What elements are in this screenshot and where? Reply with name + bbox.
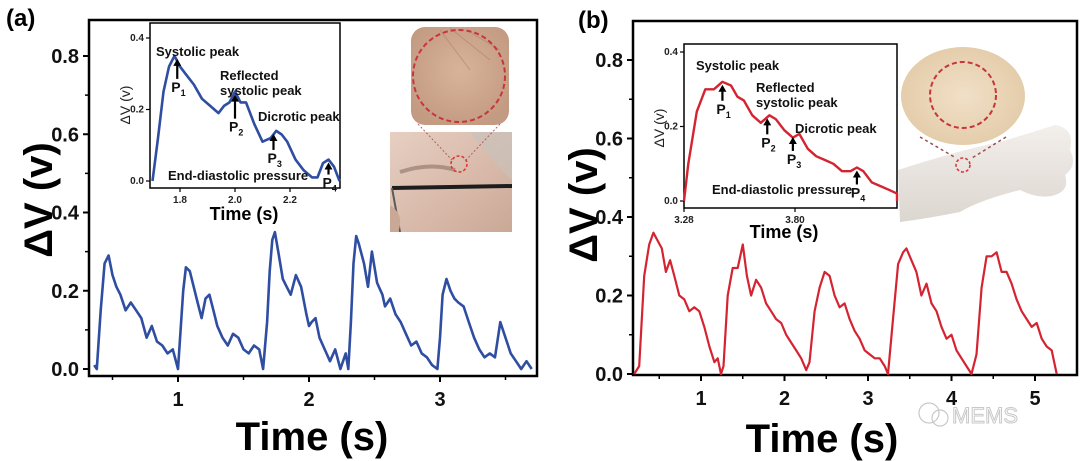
peak-subscript: 2	[238, 128, 243, 138]
sensor-outline-circle	[412, 29, 506, 123]
arrow-head-icon	[718, 84, 727, 92]
peak-subscript: 2	[771, 143, 776, 153]
sensor-location-marker-b	[955, 157, 971, 173]
inset-x-tick-label: 1.8	[173, 195, 187, 206]
arrow-head-icon	[324, 162, 333, 170]
x-tick-label: 5	[1029, 388, 1040, 410]
y-tick-label: 0.2	[595, 286, 623, 308]
peak-subscript: 4	[332, 184, 337, 194]
annotation-label: End-diastolic pressure	[712, 182, 852, 197]
inset-frame-a	[149, 22, 341, 189]
x-tick-label: 3	[434, 389, 445, 411]
inset-y-tick-label: 0.4	[130, 33, 144, 44]
wechat-icon	[918, 402, 940, 424]
annotation-label: systolic peak	[756, 95, 838, 110]
inset-x-title-a: Time (s)	[210, 204, 279, 224]
sensor-outline-circle-b	[929, 61, 997, 129]
photo-forehead	[390, 27, 513, 233]
zoom-connector-b	[919, 136, 1007, 159]
inset-x-tick-label: 3.28	[674, 215, 694, 226]
y-tick-label: 0.4	[51, 203, 80, 225]
inset-y-title-b: ΔV (v)	[651, 109, 667, 148]
y-tick-label: 0.8	[51, 46, 79, 68]
panel-b: (b) 0.0 0.2 0.4 0.6 0.8 1 2 3 4 5 ΔV (v) Time (s…	[562, 7, 1079, 461]
inset-x-tick-label: 3.80	[785, 215, 805, 226]
y-tick-label: 0.6	[51, 124, 79, 146]
zoom-connector	[417, 123, 501, 161]
data-line-a	[93, 230, 533, 371]
y-tick-label: 0.8	[595, 50, 623, 72]
arrow-head-icon	[852, 170, 861, 178]
y-tick-label: 0.0	[51, 359, 79, 381]
x-tick-label: 1	[172, 389, 183, 411]
arrow-head-icon	[788, 136, 797, 144]
y-tick-label: 0.4	[595, 207, 624, 229]
plot-frame-b	[631, 19, 1079, 377]
inset-y-tick-label: 0.2	[130, 105, 144, 116]
x-tick-label: 3	[862, 388, 873, 410]
y-tick-label: 0.2	[51, 281, 79, 303]
peak-subscript: 1	[726, 110, 731, 120]
inset-line-b	[682, 80, 899, 202]
inset-y-tick-label: 0.0	[130, 176, 144, 187]
y-tick-label: 0.6	[595, 129, 623, 151]
annotation-label: Systolic peak	[156, 44, 240, 59]
arrow-head-icon	[231, 94, 239, 102]
peak-subscript: 3	[277, 159, 282, 169]
panel-label-b: (b)	[578, 7, 609, 34]
peak-subscript: 4	[860, 193, 865, 203]
inset-b: 0.00.20.43.28 3.80 ΔV (v) Time (s) P1Syst…	[651, 43, 899, 242]
y-axis-title-b: ΔV (v)	[562, 147, 606, 262]
watermark-text: MEMS	[952, 403, 1018, 428]
annotation-label: systolic peak	[220, 83, 302, 98]
peak-subscript: 3	[796, 160, 801, 170]
photo-wrist	[898, 47, 1074, 222]
sensor-location-marker	[450, 155, 468, 173]
data-line-b	[633, 231, 1058, 376]
arrow-head-icon	[269, 133, 278, 141]
y-tick-label: 0.0	[595, 364, 623, 386]
panel-label-a: (a)	[6, 5, 35, 32]
inset-y-tick-label: 0.4	[664, 47, 678, 58]
inset-a: 0.00.20.41.8 2.0 2.2 ΔV (v) Time (s) P1Sys…	[117, 22, 341, 224]
watermark: MEMS	[918, 402, 1019, 429]
sensor-closeup-photo-b	[901, 47, 1025, 145]
annotation-label: Reflected	[756, 80, 815, 95]
x-tick-label: 2	[303, 389, 314, 411]
inset-y-tick-label: 0.2	[664, 122, 678, 133]
inset-x-title-b: Time (s)	[750, 222, 819, 242]
x-axis-title-a: Time (s)	[236, 415, 389, 459]
annotation-label: Dicrotic peak	[258, 109, 340, 124]
x-tick-label: 1	[695, 388, 706, 410]
plot-frame-a	[87, 18, 539, 378]
inset-y-tick-label: 0.0	[664, 196, 678, 207]
x-tick-label: 4	[946, 388, 958, 410]
sensor-closeup-photo	[411, 27, 509, 125]
inset-x-tick-label: 2.0	[228, 195, 242, 206]
x-axis-title-b: Time (s)	[746, 417, 899, 461]
arm-photo	[898, 125, 1074, 222]
y-axis-title-a: ΔV (v)	[17, 142, 61, 257]
inset-x-tick-label: 2.2	[283, 195, 297, 206]
annotation-label: Dicrotic peak	[795, 121, 877, 136]
arrow-head-icon	[173, 58, 182, 66]
annotation-label: Reflected	[220, 68, 279, 83]
arrow-head-icon	[763, 118, 772, 126]
annotation-label: End-diastolic pressure	[168, 168, 308, 183]
inset-y-title-a: ΔV (v)	[117, 86, 133, 125]
peak-subscript: 1	[181, 88, 186, 98]
x-tick-label: 2	[779, 388, 790, 410]
annotation-label: Systolic peak	[696, 58, 780, 73]
